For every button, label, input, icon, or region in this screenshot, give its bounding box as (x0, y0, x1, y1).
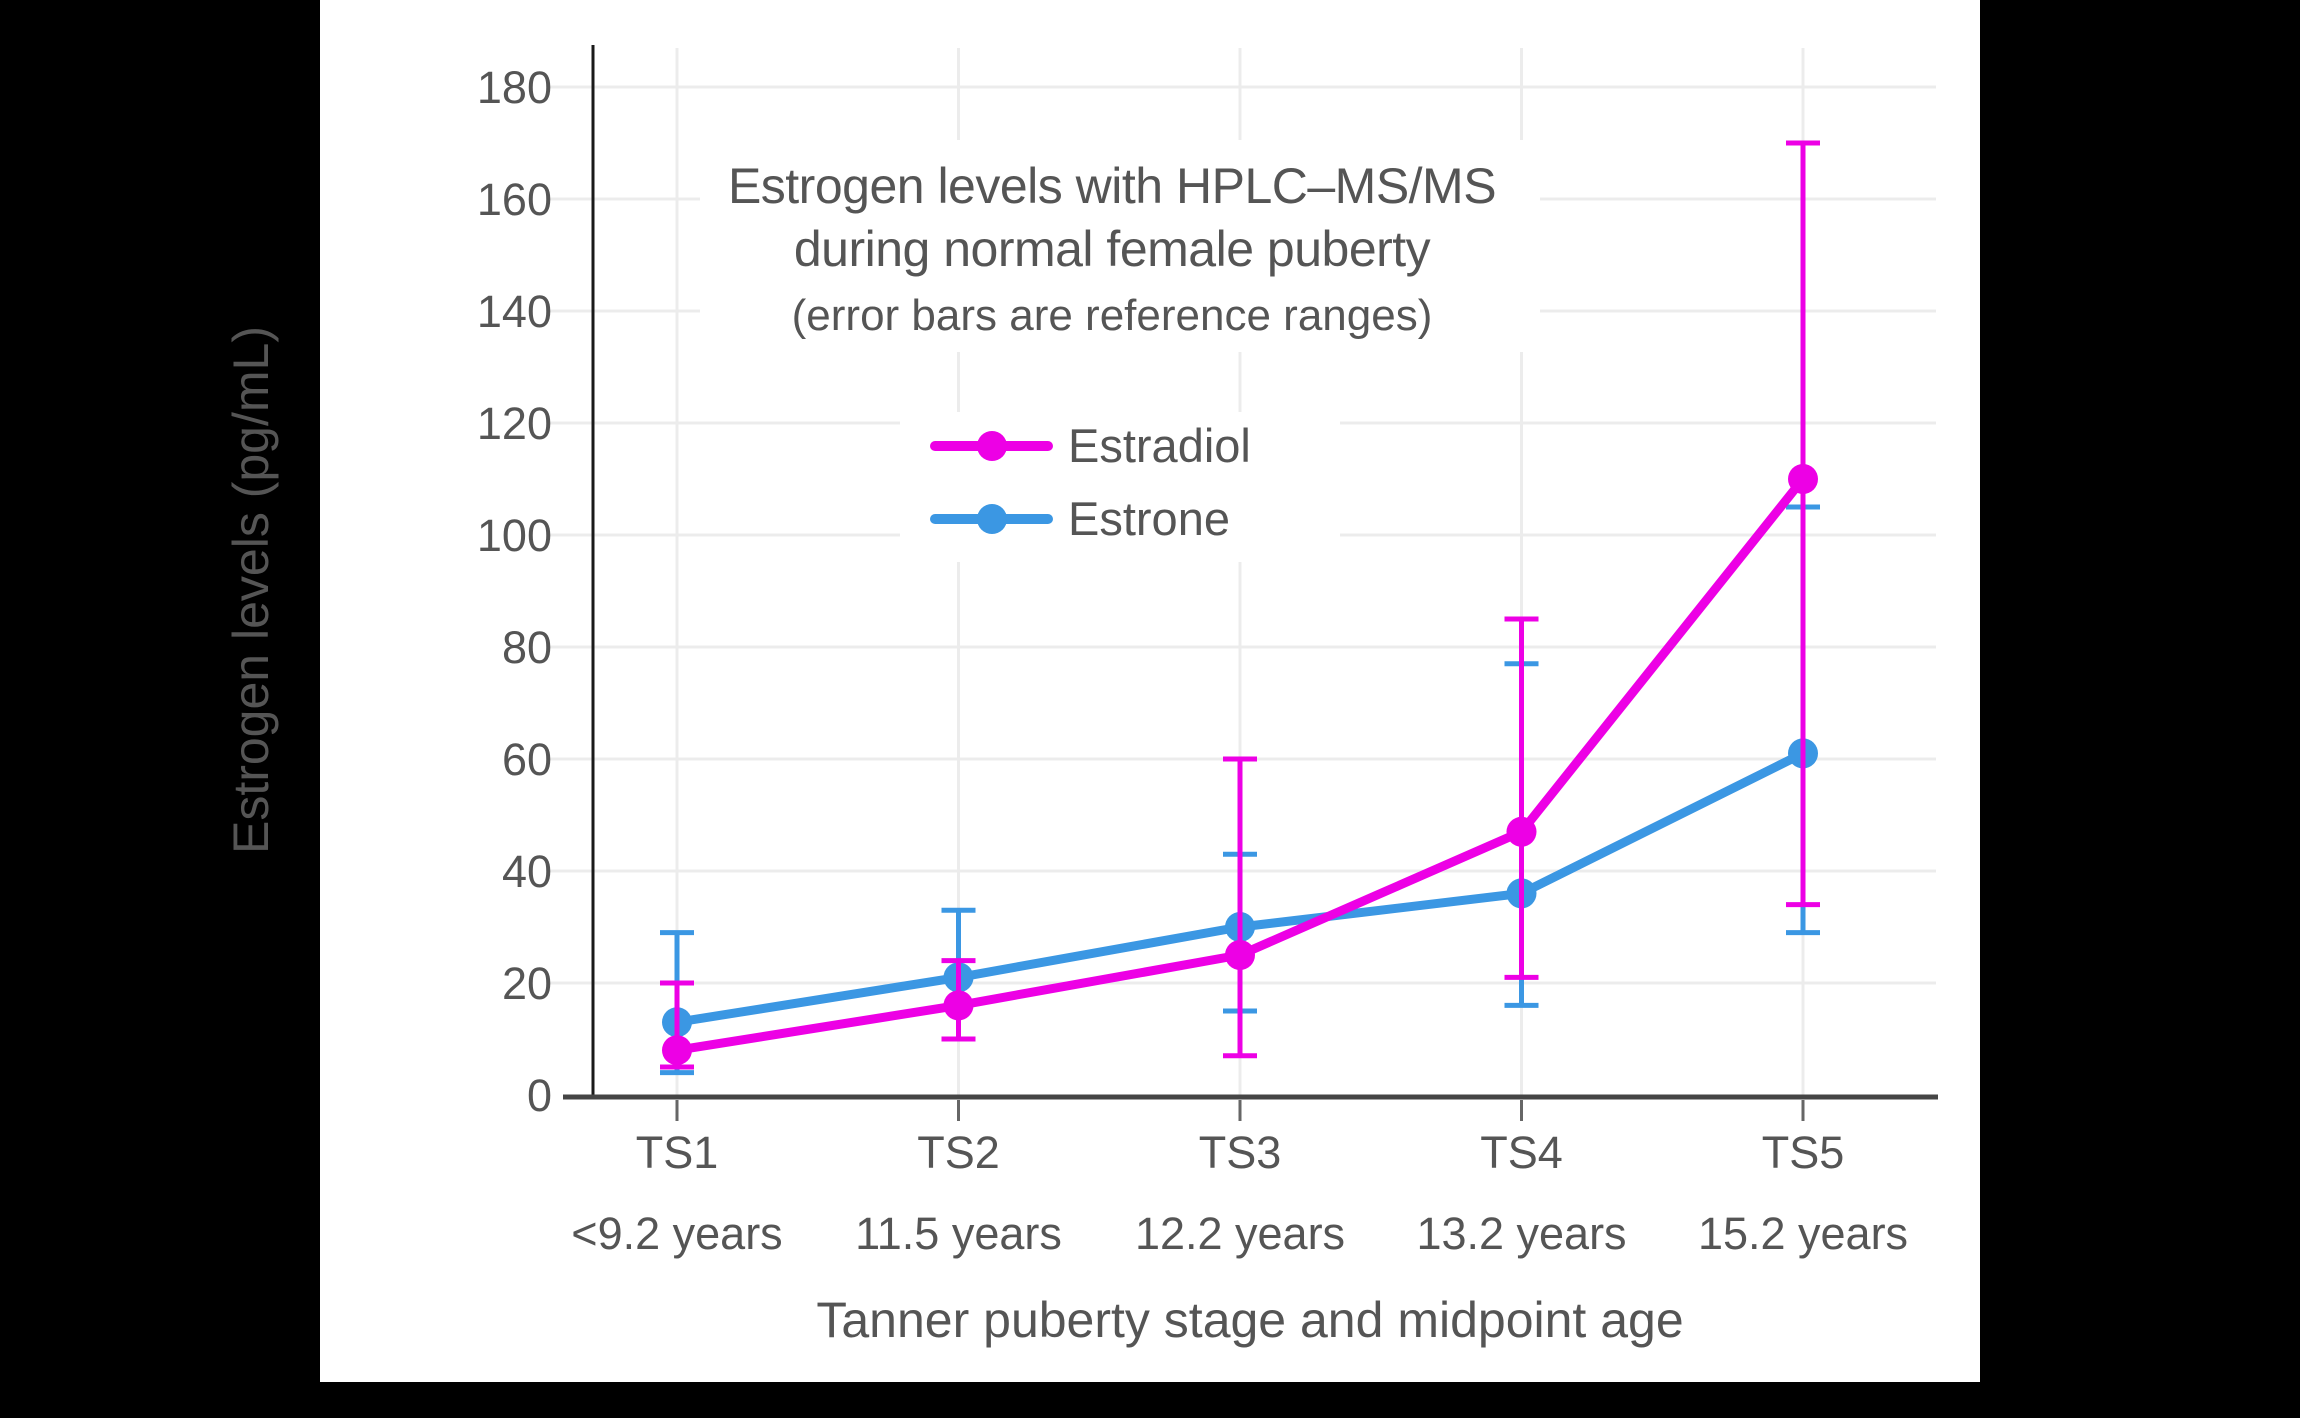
estrone-legend-label: Estrone (1068, 492, 1230, 545)
y-tick-label-80: 80 (502, 622, 552, 673)
y-tick-label-40: 40 (502, 846, 552, 897)
x-age-sublabel-TS4: 13.2 years (1416, 1208, 1626, 1259)
title-backdrop (700, 140, 1540, 352)
estradiol-legend-marker (977, 431, 1007, 461)
legend: Estradiol Estrone (930, 419, 1251, 545)
data-series (660, 140, 1820, 1076)
estradiol-point-TS5 (1788, 464, 1818, 494)
y-tick-label-120: 120 (477, 398, 552, 449)
x-category-label-TS3: TS3 (1199, 1127, 1282, 1178)
legend-backdrop (900, 412, 1340, 562)
estradiol-legend-label: Estradiol (1068, 419, 1251, 472)
y-tick-label-140: 140 (477, 286, 552, 337)
y-tick-label-20: 20 (502, 958, 552, 1009)
estradiol-series (660, 140, 1820, 1070)
estradiol-errorbar-TS4 (1504, 616, 1539, 980)
y-axis-title: Estrogen levels (pg/mL) (223, 326, 279, 854)
x-tick-marks (675, 1100, 1805, 1121)
x-axis-title: Tanner puberty stage and midpoint age (816, 1292, 1683, 1348)
chart-title-line2: during normal female puberty (794, 221, 1431, 277)
axis-tick-labels: 0 20 40 60 80 100 120 140 160 180 TS1 <9.2 years TS2… (477, 62, 1908, 1259)
y-tick-label-0: 0 (527, 1070, 552, 1121)
estradiol-point-TS3 (1225, 940, 1255, 970)
legend-item-estradiol: Estradiol (930, 419, 1251, 472)
estradiol-errorbar-TS3 (1223, 756, 1257, 1059)
x-age-sublabel-TS3: 12.2 years (1135, 1208, 1345, 1259)
estradiol-point-TS4 (1506, 816, 1537, 847)
legend-item-estrone: Estrone (930, 492, 1230, 545)
chart-subtitle: (error bars are reference ranges) (792, 291, 1433, 340)
estradiol-point-TS2 (943, 990, 974, 1021)
y-tick-label-100: 100 (477, 510, 552, 561)
estrone-legend-marker (977, 504, 1007, 534)
y-tick-label-160: 160 (477, 174, 552, 225)
x-age-sublabel-TS5: 15.2 years (1698, 1208, 1908, 1259)
y-tick-label-60: 60 (502, 734, 552, 785)
x-category-label-TS2: TS2 (917, 1127, 1000, 1178)
x-category-label-TS1: TS1 (636, 1127, 719, 1178)
estradiol-errorbar-TS5 (1786, 140, 1820, 908)
x-category-label-TS4: TS4 (1480, 1127, 1563, 1178)
x-age-sublabel-TS2: 11.5 years (855, 1208, 1062, 1259)
estradiol-point-TS1 (662, 1035, 692, 1066)
x-category-label-TS5: TS5 (1762, 1127, 1845, 1178)
y-tick-label-180: 180 (477, 62, 552, 113)
x-age-sublabel-TS1: <9.2 years (571, 1208, 782, 1259)
chart-title-line1: Estrogen levels with HPLC–MS/MS (728, 158, 1496, 214)
